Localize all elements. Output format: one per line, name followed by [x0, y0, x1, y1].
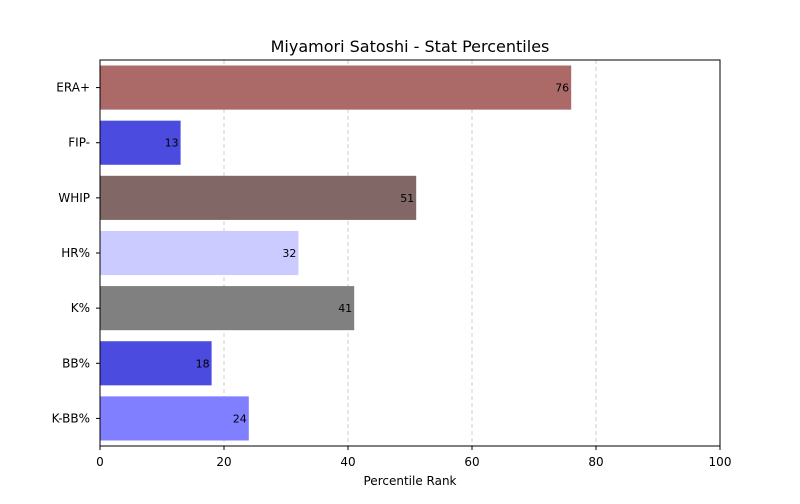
- x-tick-label: 40: [340, 455, 355, 469]
- data-label: 41: [338, 302, 352, 315]
- data-labels: 76 13 51 32 41 18 24: [165, 82, 570, 426]
- y-tick-label: WHIP: [58, 191, 90, 205]
- y-axis: ERA+ FIP- WHIP HR% K% BB% K-BB%: [52, 81, 100, 425]
- bar-hr: [100, 230, 299, 276]
- x-tick-label: 20: [216, 455, 231, 469]
- bars: [100, 65, 572, 441]
- y-tick-label: FIP-: [68, 136, 90, 150]
- bar-k: [100, 286, 355, 331]
- x-axis-label: Percentile Rank: [364, 474, 457, 488]
- x-tick-label: 60: [464, 455, 479, 469]
- y-tick-label: BB%: [62, 356, 90, 370]
- data-label: 51: [400, 192, 414, 205]
- y-tick-label: K%: [71, 301, 90, 315]
- y-tick-label: ERA+: [56, 81, 90, 95]
- y-tick-label: HR%: [61, 246, 90, 260]
- bar-k-bb: [100, 396, 249, 441]
- data-label: 32: [282, 247, 296, 260]
- data-label: 76: [555, 82, 569, 95]
- y-tick-label: K-BB%: [52, 411, 90, 425]
- bar-fip: [100, 120, 181, 165]
- x-tick-label: 0: [96, 455, 104, 469]
- bar-bb: [100, 341, 212, 386]
- data-label: 13: [165, 137, 179, 150]
- data-label: 18: [196, 357, 210, 370]
- x-tick-label: 80: [588, 455, 603, 469]
- bar-whip: [100, 175, 417, 220]
- data-label: 24: [233, 412, 247, 425]
- x-axis: 0 20 40 60 80 100: [96, 446, 731, 469]
- x-tick-label: 100: [709, 455, 732, 469]
- chart-title: Miyamori Satoshi - Stat Percentiles: [271, 37, 550, 56]
- bar-era: [100, 65, 572, 110]
